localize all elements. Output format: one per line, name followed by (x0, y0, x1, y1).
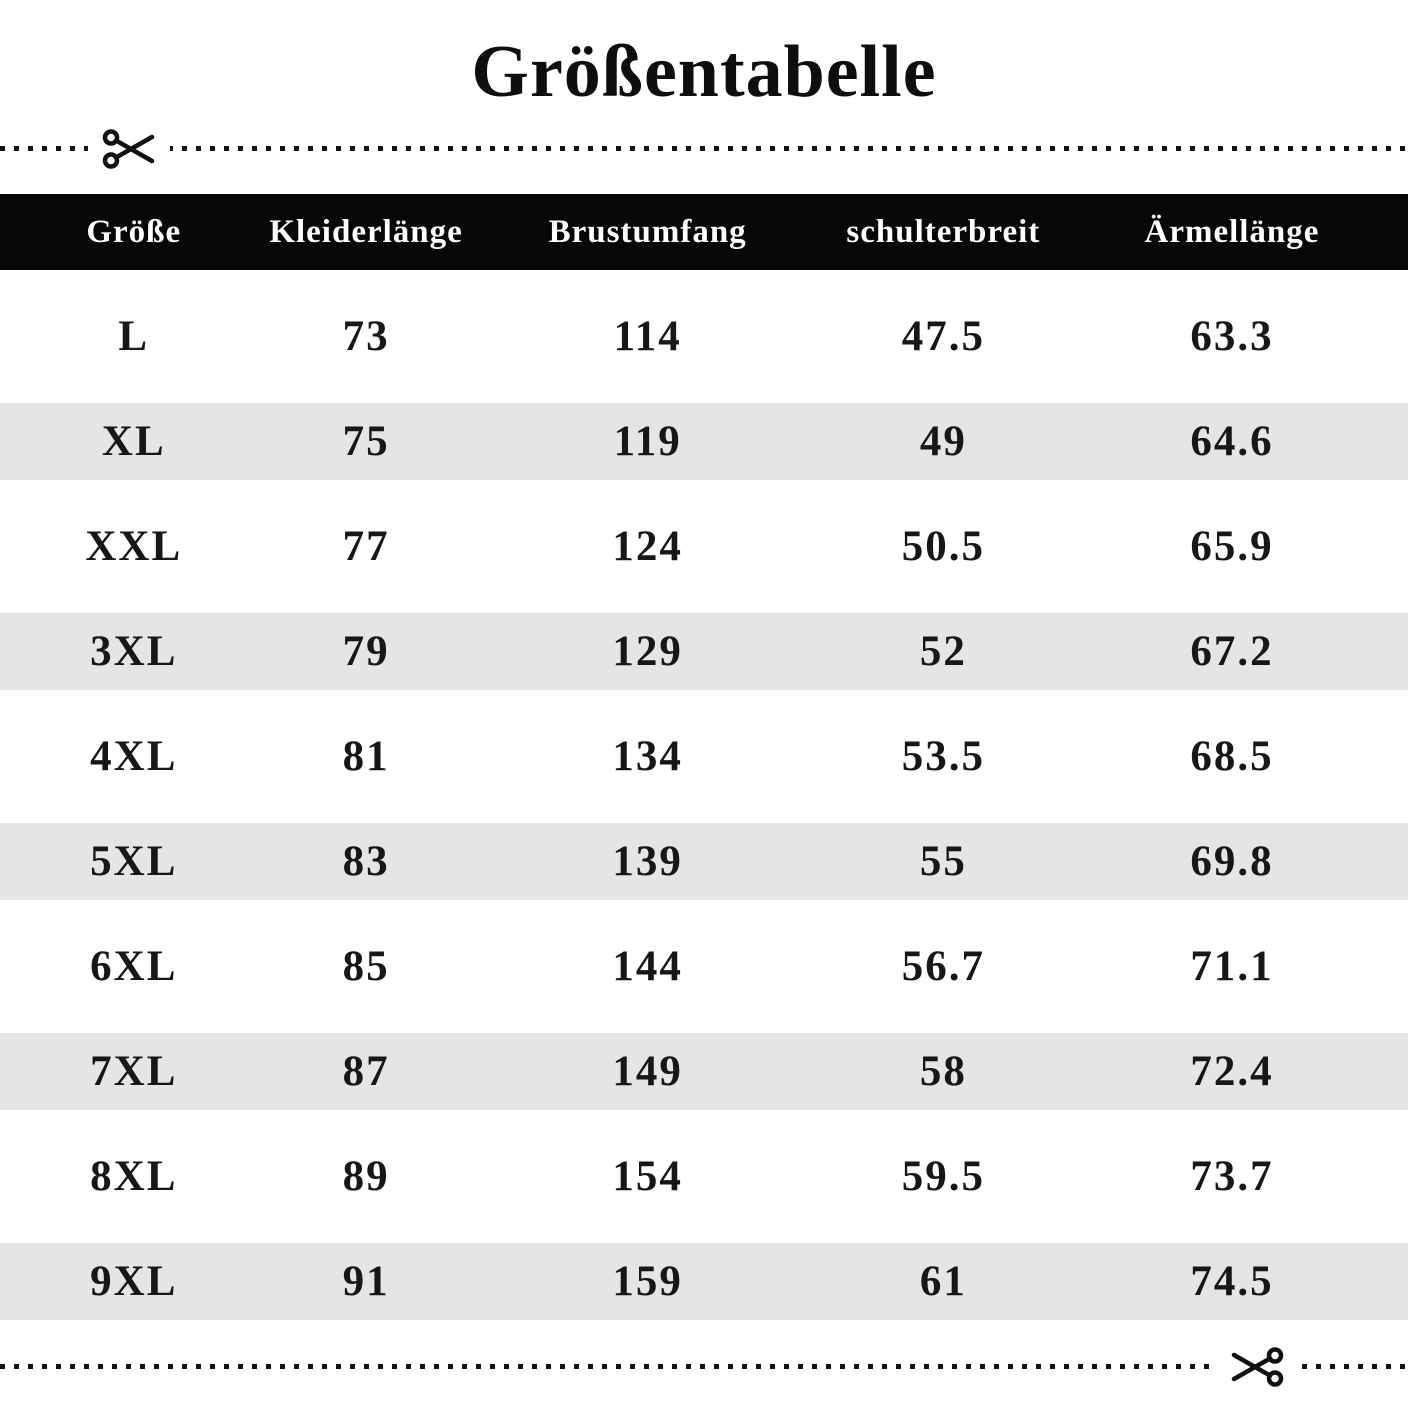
value-cell: 129 (612, 628, 683, 675)
value-cell: 64.6 (1190, 418, 1274, 465)
page-title: Größentabelle (471, 31, 937, 113)
value-cell: 68.5 (1190, 733, 1274, 780)
value-cell: 52 (919, 628, 967, 675)
size-cell: XXL (85, 523, 183, 570)
table-row-xl: XL 75 119 49 64.6 (0, 389, 1408, 494)
size-cell: 3XL (90, 628, 178, 675)
value-cell: 50.5 (901, 523, 985, 570)
value-cell: 69.8 (1190, 838, 1274, 885)
cut-line-top (0, 127, 1408, 170)
table-row-8xl: 8XL 89 154 59.5 73.7 (0, 1124, 1408, 1229)
value-cell: 134 (612, 733, 683, 780)
value-cell: 49 (919, 418, 967, 465)
size-cell: 9XL (90, 1258, 178, 1305)
size-table: Größe Kleiderlänge Brustumfang schulterb… (0, 194, 1408, 1334)
value-cell: 72.4 (1190, 1048, 1274, 1095)
value-cell: 65.9 (1190, 523, 1274, 570)
column-header-schulterbreit: schulterbreit (846, 213, 1041, 250)
scissors-icon-bottom (1216, 1345, 1298, 1388)
column-header-aermellaenge: Ärmellänge (1144, 213, 1320, 250)
size-cell: 4XL (90, 733, 178, 780)
value-cell: 73.7 (1190, 1153, 1274, 1200)
value-cell: 74.5 (1190, 1258, 1274, 1305)
value-cell: 67.2 (1190, 628, 1274, 675)
table-row-7xl: 7XL 87 149 58 72.4 (0, 1019, 1408, 1124)
value-cell: 91 (342, 1258, 390, 1305)
value-cell: 114 (613, 313, 682, 360)
table-row-l: L 73 114 47.5 63.3 (0, 284, 1408, 389)
scissors-icon (1231, 1346, 1284, 1387)
size-cell: L (118, 313, 150, 360)
value-cell: 63.3 (1190, 313, 1274, 360)
table-row-6xl: 6XL 85 144 56.7 71.1 (0, 914, 1408, 1019)
scissors-icon (102, 128, 155, 169)
value-cell: 81 (342, 733, 390, 780)
value-cell: 139 (612, 838, 683, 885)
size-cell: 8XL (90, 1153, 178, 1200)
size-cell: 7XL (90, 1048, 178, 1095)
value-cell: 79 (342, 628, 390, 675)
table-row-3xl: 3XL 79 129 52 67.2 (0, 599, 1408, 704)
value-cell: 56.7 (901, 943, 985, 990)
value-cell: 71.1 (1190, 943, 1274, 990)
value-cell: 119 (613, 418, 682, 465)
column-header-groesse: Größe (86, 213, 182, 250)
value-cell: 124 (612, 523, 683, 570)
value-cell: 154 (612, 1153, 683, 1200)
value-cell: 53.5 (901, 733, 985, 780)
value-cell: 149 (612, 1048, 683, 1095)
value-cell: 159 (612, 1258, 683, 1305)
value-cell: 89 (342, 1153, 390, 1200)
table-row-xxl: XXL 77 124 50.5 65.9 (0, 494, 1408, 599)
value-cell: 77 (342, 523, 390, 570)
value-cell: 47.5 (901, 313, 985, 360)
table-row-5xl: 5XL 83 139 55 69.8 (0, 809, 1408, 914)
value-cell: 144 (612, 943, 683, 990)
table-row-4xl: 4XL 81 134 53.5 68.5 (0, 704, 1408, 809)
column-header-kleiderlaenge: Kleiderlänge (269, 213, 463, 250)
value-cell: 73 (342, 313, 390, 360)
column-header-brustumfang: Brustumfang (548, 213, 747, 250)
size-cell: 6XL (90, 943, 178, 990)
value-cell: 75 (342, 418, 390, 465)
cut-line-bottom (0, 1345, 1408, 1388)
value-cell: 87 (342, 1048, 390, 1095)
value-cell: 83 (342, 838, 390, 885)
scissors-icon-top (88, 127, 170, 170)
value-cell: 85 (342, 943, 390, 990)
value-cell: 58 (919, 1048, 967, 1095)
value-cell: 59.5 (901, 1153, 985, 1200)
value-cell: 55 (919, 838, 967, 885)
table-header-row: Größe Kleiderlänge Brustumfang schulterb… (0, 194, 1408, 270)
size-cell: 5XL (90, 838, 178, 885)
table-row-9xl: 9XL 91 159 61 74.5 (0, 1229, 1408, 1334)
size-cell: XL (101, 418, 166, 465)
value-cell: 61 (919, 1258, 967, 1305)
